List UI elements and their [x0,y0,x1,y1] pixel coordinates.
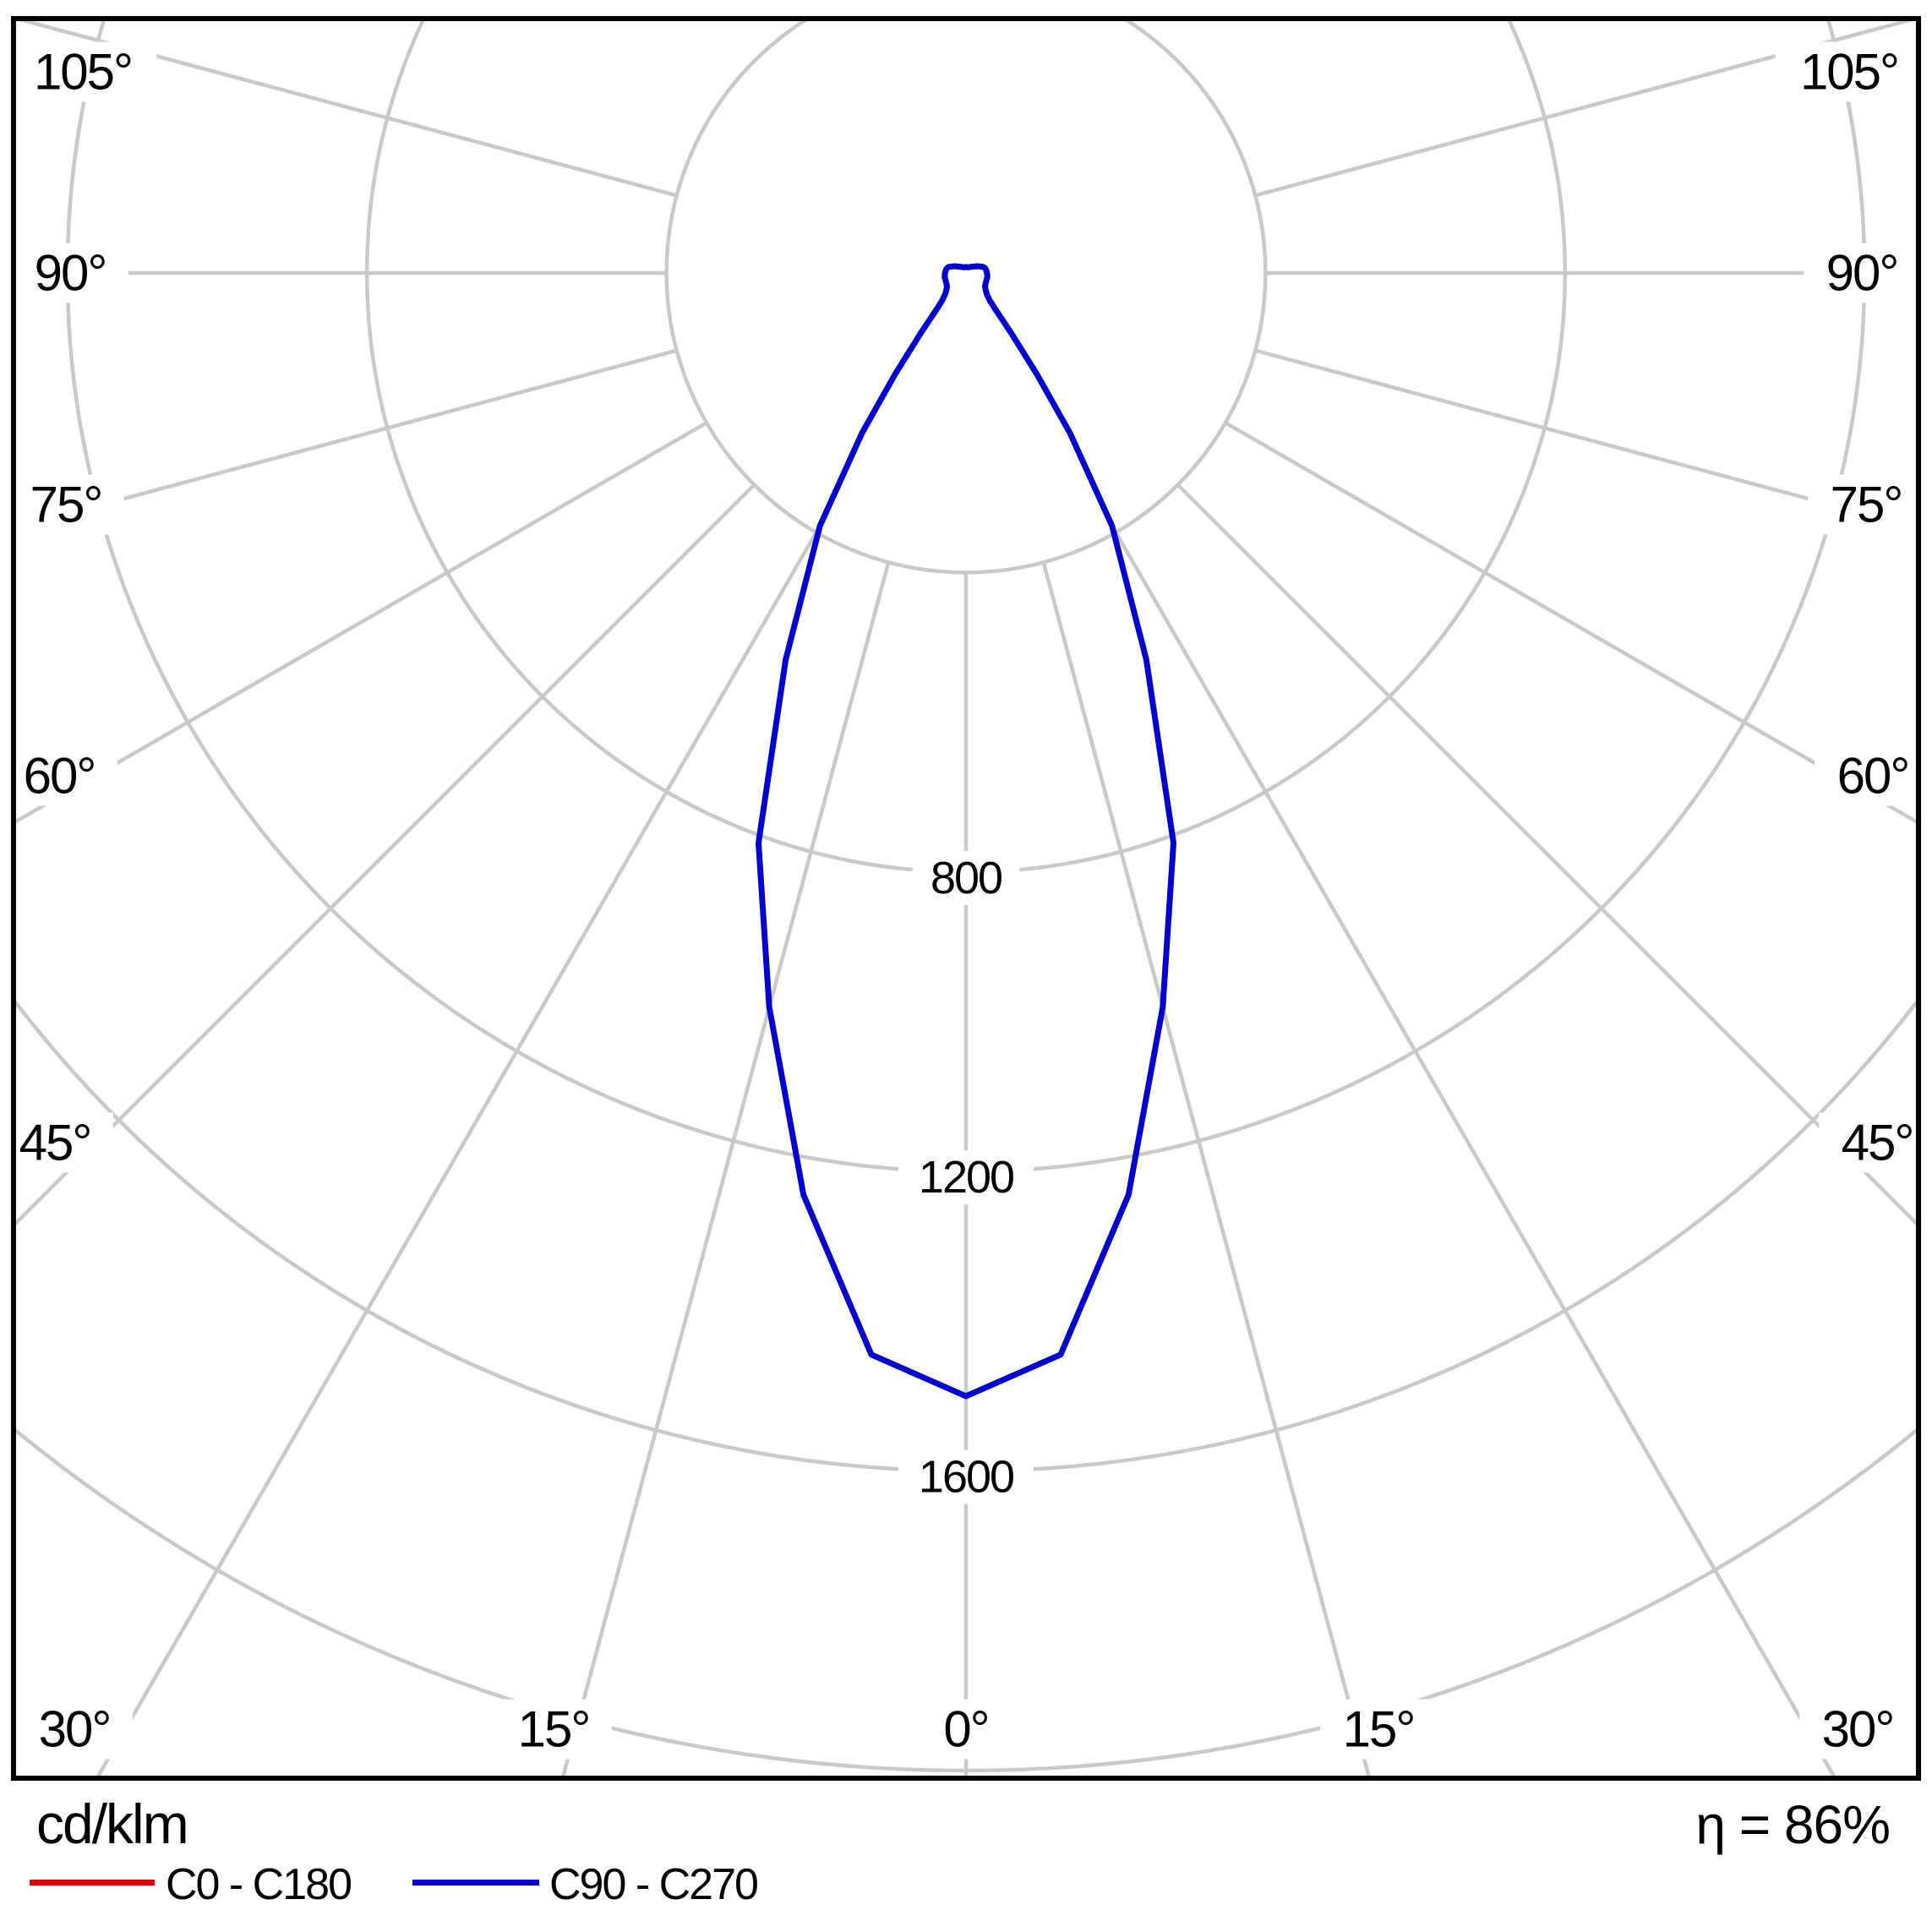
radius-tick-label-800: 800 [931,853,1001,903]
angle-label-right-60: 60° [1837,748,1909,805]
angle-label-right-45: 45° [1842,1115,1913,1171]
radial-gridline-45-right [1176,483,1916,1226]
angle-label-bottom-1: 15° [518,1701,590,1758]
angle-label-bottom-1-halo [495,1699,612,1760]
angle-label-left-75-halo [16,474,124,535]
angle-label-right-75: 75° [1831,477,1902,533]
radial-gridline-105-right [1254,21,1913,198]
angle-label-bottom-0: 30° [39,1701,111,1758]
angle-label-bottom-4: 30° [1822,1701,1894,1758]
unit-label: cd/klm [36,1793,189,1855]
radial-gridline-75-right [1254,348,1916,530]
angle-label-left-45: 45° [19,1115,91,1171]
angle-label-left-45-halo [16,1112,113,1173]
radius-tick-label-1600: 1600 [919,1452,1013,1503]
angle-label-right-60-halo [1815,745,1916,806]
angle-label-left-105-halo [16,41,157,102]
angle-label-bottom-0-halo [16,1699,133,1760]
angle-label-right-45-halo [1819,1112,1916,1173]
radial-gridline-15-right [1041,561,1371,1776]
radial-gridline-60-left [16,421,708,824]
angle-label-right-75-halo [1808,474,1916,535]
angle-label-bottom-3-halo [1320,1699,1437,1760]
angle-label-bottom-2-halo [923,1699,1009,1760]
plot-border [11,16,1921,1781]
radius-tick-label-1200-halo [898,1150,1034,1205]
angle-label-left-60: 60° [24,748,96,805]
radius-tick-label-1600-halo [898,1449,1034,1504]
angle-label-left-105: 105° [34,44,132,101]
angle-label-bottom-4-halo [1799,1699,1916,1760]
angle-label-left-60-halo [16,745,117,806]
angle-label-left-90-halo [16,243,128,303]
radial-gridline-15-left [561,561,891,1776]
radial-gridline-75-left [16,348,678,530]
efficiency-label: η = 86% [1695,1794,1891,1855]
radius-tick-label-800-halo [912,850,1020,905]
angle-label-right-90: 90° [1826,245,1898,302]
angle-label-right-105: 105° [1800,44,1898,101]
angle-label-bottom-3: 15° [1343,1701,1415,1758]
radius-tick-label-1200: 1200 [919,1152,1013,1203]
angle-label-right-90-halo [1804,243,1916,303]
radial-gridline-45-left [16,483,756,1226]
angle-label-left-90: 90° [35,245,106,302]
angle-label-right-105-halo [1775,41,1916,102]
radial-gridline-60-right [1224,421,1916,824]
angle-label-bottom-2: 0° [943,1701,988,1758]
intensity-curve-c90-c270 [756,263,1176,1400]
angle-label-left-75: 75° [30,477,102,533]
radial-gridline-105-left [19,21,678,198]
